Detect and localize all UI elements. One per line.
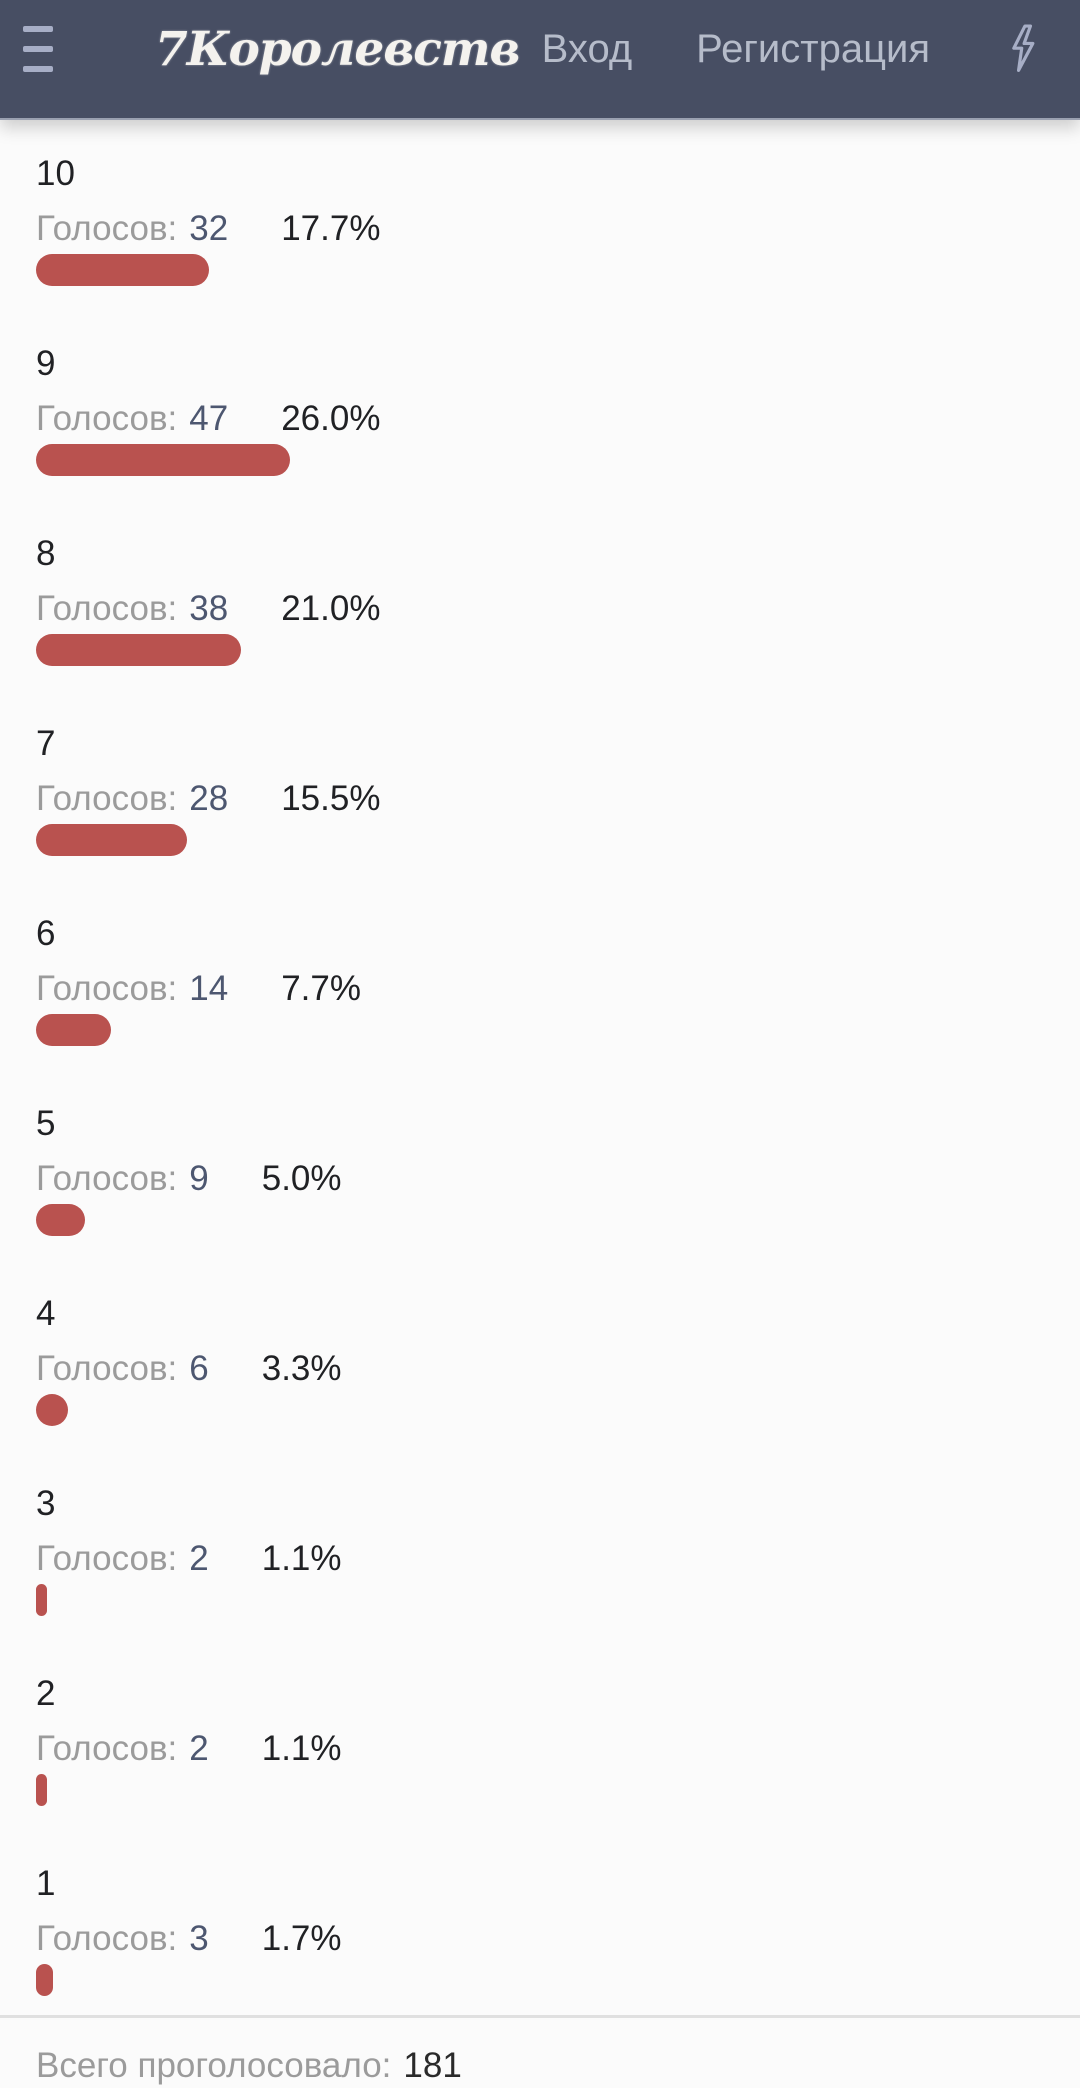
total-votes-caption: Всего проголосовало: [36, 2046, 392, 2085]
votes-percent: 1.1% [261, 1539, 342, 1578]
result-bar [36, 1394, 69, 1426]
votes-percent: 1.1% [261, 1729, 342, 1768]
option-votes-line: Голосов: 2 1.1% [36, 1541, 1044, 1576]
hamburger-menu-icon[interactable] [23, 26, 53, 72]
option-label: 6 [36, 914, 56, 953]
votes-caption: Голосов: [36, 1919, 178, 1958]
poll-option-row: 9 Голосов: 47 26.0% [36, 346, 1044, 476]
footer-divider [0, 2015, 1080, 2018]
option-votes-line: Голосов: 32 17.7% [36, 211, 1044, 246]
votes-percent: 1.7% [261, 1919, 342, 1958]
votes-caption: Голосов: [36, 1349, 178, 1388]
option-label: 1 [36, 1864, 56, 1903]
votes-percent: 15.5% [281, 779, 381, 818]
total-votes-value: 181 [403, 2046, 462, 2085]
votes-caption: Голосов: [36, 1729, 178, 1768]
poll-option-row: 6 Голосов: 14 7.7% [36, 916, 1044, 1046]
poll-option-row: 4 Голосов: 6 3.3% [36, 1296, 1044, 1426]
result-bar [36, 634, 242, 666]
login-link[interactable]: Вход [541, 26, 633, 71]
header-nav: Вход Регистрация [542, 27, 930, 72]
votes-percent: 21.0% [281, 589, 381, 628]
option-votes-line: Голосов: 3 1.7% [36, 1921, 1044, 1956]
option-label: 2 [36, 1674, 56, 1713]
result-bar [36, 1014, 112, 1046]
option-label: 3 [36, 1484, 56, 1523]
votes-caption: Голосов: [36, 779, 178, 818]
votes-count[interactable]: 38 [189, 589, 229, 628]
votes-caption: Голосов: [36, 1159, 178, 1198]
votes-percent: 5.0% [261, 1159, 342, 1198]
poll-option-row: 3 Голосов: 2 1.1% [36, 1486, 1044, 1616]
result-bar [36, 1774, 47, 1806]
option-label: 9 [36, 344, 56, 383]
votes-count[interactable]: 2 [189, 1729, 209, 1768]
votes-count[interactable]: 6 [189, 1349, 209, 1388]
votes-caption: Голосов: [36, 209, 178, 248]
option-label: 10 [36, 154, 75, 193]
votes-count[interactable]: 32 [189, 209, 229, 248]
votes-count[interactable]: 9 [189, 1159, 209, 1198]
poll-options-list: 10 Голосов: 32 17.7% 9 Голосов: 47 26.0%… [36, 156, 1044, 1996]
result-bar [36, 254, 209, 286]
votes-caption: Голосов: [36, 969, 178, 1008]
result-bar [36, 444, 290, 476]
votes-count[interactable]: 47 [189, 399, 229, 438]
option-votes-line: Голосов: 9 5.0% [36, 1161, 1044, 1196]
votes-caption: Голосов: [36, 399, 178, 438]
votes-percent: 17.7% [281, 209, 381, 248]
result-bar [36, 1584, 47, 1616]
site-logo[interactable]: 7Королевств [155, 21, 520, 77]
option-votes-line: Голосов: 38 21.0% [36, 591, 1044, 626]
votes-caption: Голосов: [36, 589, 178, 628]
option-label: 8 [36, 534, 56, 573]
option-label: 7 [36, 724, 56, 763]
register-link[interactable]: Регистрация [696, 26, 930, 71]
votes-percent: 3.3% [261, 1349, 342, 1388]
votes-count[interactable]: 14 [189, 969, 229, 1008]
option-label: 4 [36, 1294, 56, 1333]
option-votes-line: Голосов: 6 3.3% [36, 1351, 1044, 1386]
result-bar [36, 824, 188, 856]
result-bar [36, 1964, 53, 1996]
votes-caption: Голосов: [36, 1539, 178, 1578]
poll-option-row: 7 Голосов: 28 15.5% [36, 726, 1044, 856]
votes-count[interactable]: 28 [189, 779, 229, 818]
poll-option-row: 10 Голосов: 32 17.7% [36, 156, 1044, 286]
total-votes-line: Всего проголосовало: 181 [0, 2048, 1080, 2083]
lightning-icon[interactable] [1004, 22, 1042, 76]
option-votes-line: Голосов: 2 1.1% [36, 1731, 1044, 1766]
poll-option-row: 1 Голосов: 3 1.7% [36, 1866, 1044, 1996]
app-header: 7Королевств Вход Регистрация [0, 0, 1080, 120]
votes-percent: 7.7% [281, 969, 361, 1008]
option-votes-line: Голосов: 47 26.0% [36, 401, 1044, 436]
votes-percent: 26.0% [281, 399, 381, 438]
poll-option-row: 2 Голосов: 2 1.1% [36, 1676, 1044, 1806]
option-votes-line: Голосов: 28 15.5% [36, 781, 1044, 816]
votes-count[interactable]: 3 [189, 1919, 209, 1958]
option-label: 5 [36, 1104, 56, 1143]
votes-count[interactable]: 2 [189, 1539, 209, 1578]
poll-option-row: 8 Голосов: 38 21.0% [36, 536, 1044, 666]
poll-option-row: 5 Голосов: 9 5.0% [36, 1106, 1044, 1236]
poll-results: 10 Голосов: 32 17.7% 9 Голосов: 47 26.0%… [0, 120, 1080, 1996]
option-votes-line: Голосов: 14 7.7% [36, 971, 1044, 1006]
result-bar [36, 1204, 85, 1236]
